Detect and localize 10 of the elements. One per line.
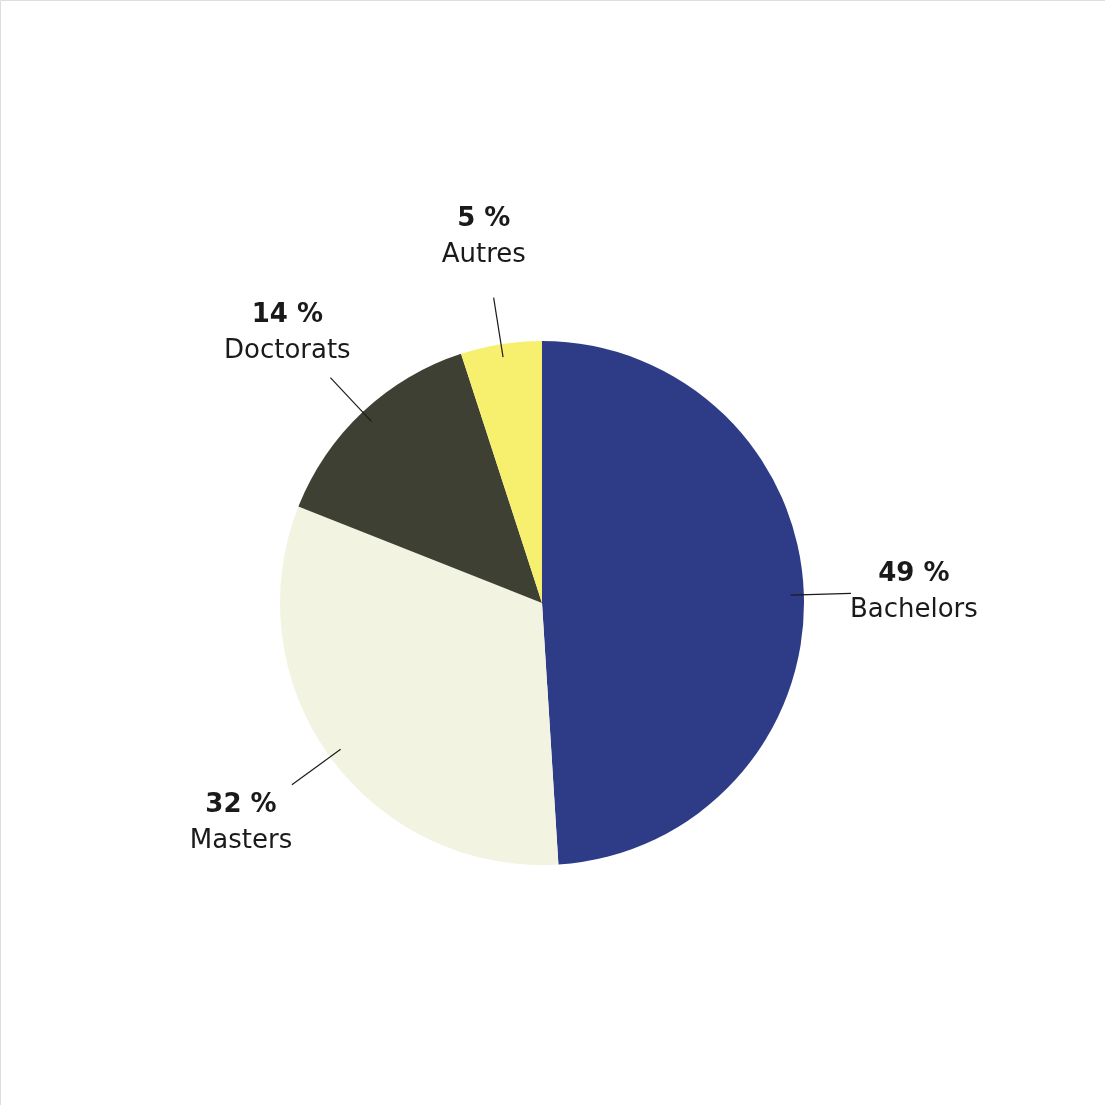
slice-label: Autres <box>441 237 526 268</box>
slice-label: Masters <box>189 823 293 854</box>
pie-slice <box>461 341 542 603</box>
pie-slice <box>542 341 804 865</box>
data-label: 32 % <box>205 787 277 818</box>
slice-label: Bachelors <box>849 593 978 624</box>
data-label: 14 % <box>251 297 323 328</box>
data-label: 49 % <box>878 557 950 588</box>
slice-label: Doctorats <box>223 333 351 364</box>
data-label: 5 % <box>457 201 511 232</box>
